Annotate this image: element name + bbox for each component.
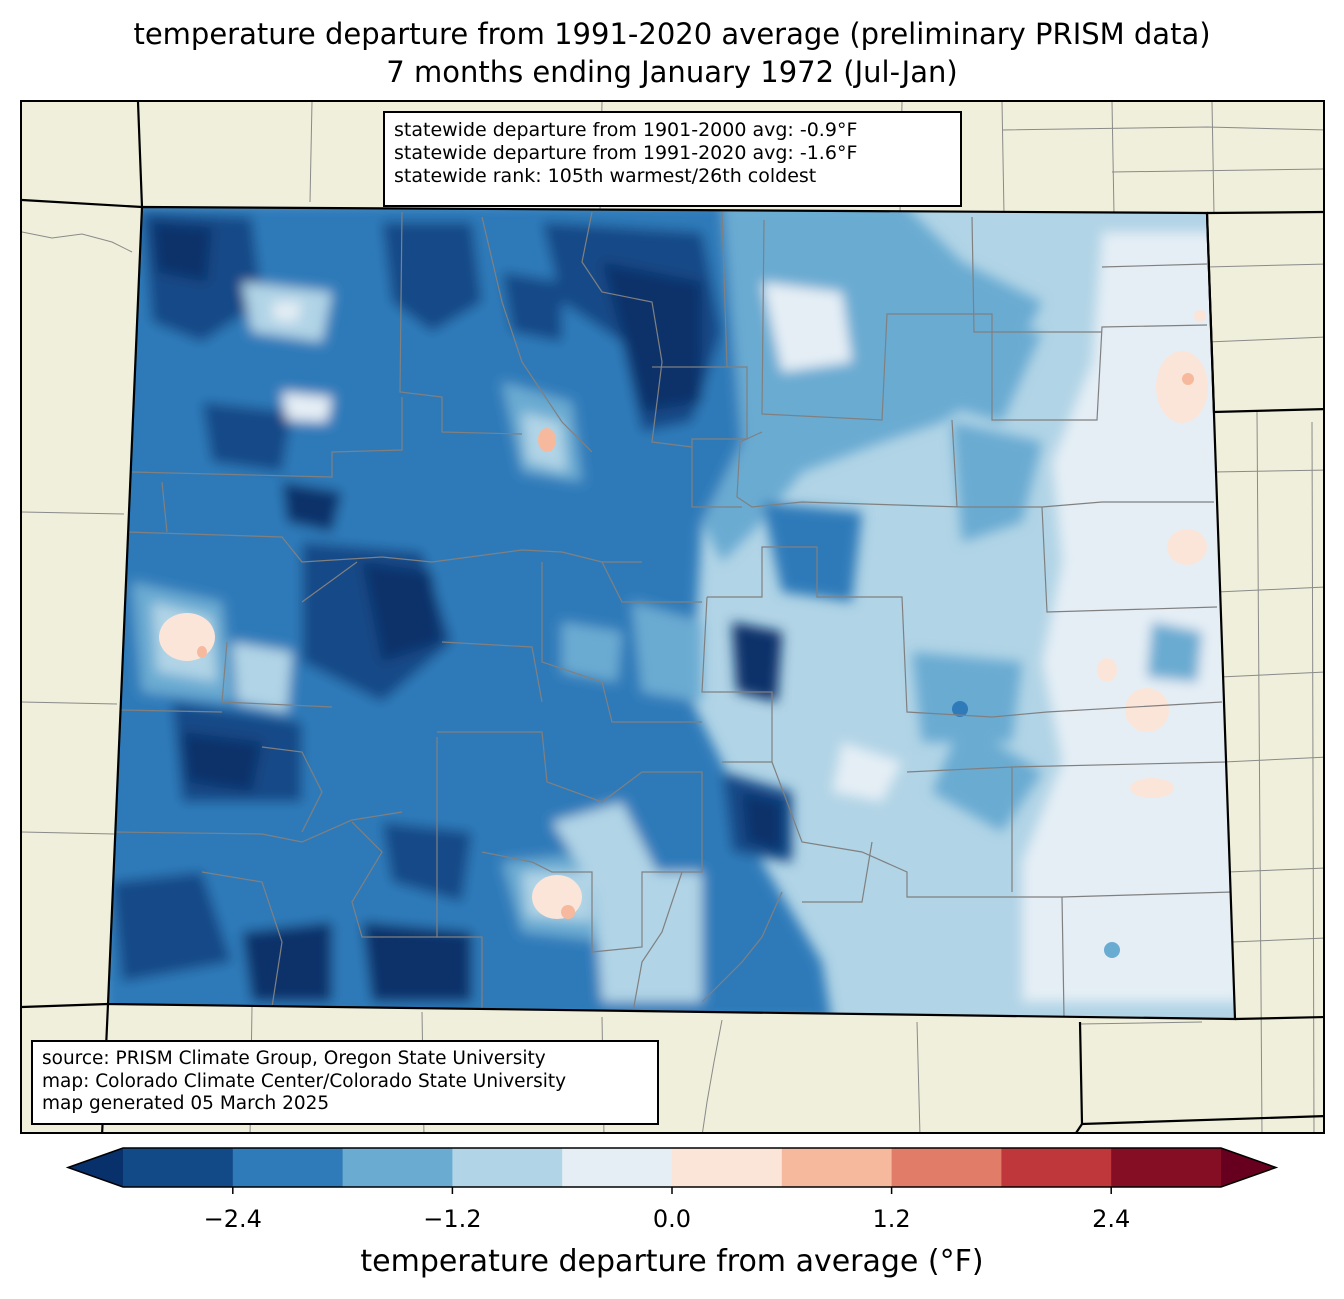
temperature-departure-field bbox=[108, 207, 1235, 1019]
colorbar-outline bbox=[65, 1147, 1279, 1188]
colorbar-bin bbox=[672, 1148, 783, 1187]
generated-date-line: map generated 05 March 2025 bbox=[42, 1093, 330, 1114]
map-title-line-2: 7 months ending January 1972 (Jul-Jan) bbox=[386, 55, 958, 89]
statewide-stats-box: statewide departure from 1901-2000 avg: … bbox=[383, 111, 962, 207]
warm-anomaly-spots bbox=[159, 310, 1208, 958]
county-lines bbox=[113, 211, 1233, 1018]
colorbar-bin bbox=[781, 1148, 893, 1187]
colorbar-bin bbox=[342, 1148, 453, 1187]
colorado-temperature-map bbox=[22, 102, 1323, 1132]
colorbar-bin bbox=[562, 1148, 673, 1187]
colorbar-bin bbox=[123, 1148, 234, 1187]
colorbar-bin bbox=[452, 1148, 563, 1187]
colorbar-tick-label: 2.4 bbox=[1092, 1205, 1131, 1233]
colorbar-bin bbox=[232, 1148, 344, 1187]
colorbar-bin bbox=[1001, 1148, 1112, 1187]
map-panel bbox=[20, 100, 1325, 1134]
colorbar-tick-label: −1.2 bbox=[423, 1205, 482, 1233]
colorbar-label: temperature departure from average (°F) bbox=[360, 1244, 984, 1279]
stats-line-1900-avg: statewide departure from 1901-2000 avg: … bbox=[394, 119, 858, 141]
stats-line-1991-avg: statewide departure from 1991-2020 avg: … bbox=[394, 142, 858, 164]
source-line: source: PRISM Climate Group, Oregon Stat… bbox=[42, 1048, 546, 1069]
colorbar-under-arrow bbox=[68, 1148, 123, 1187]
colorbar-tick-label: −2.4 bbox=[203, 1205, 262, 1233]
stats-line-rank: statewide rank: 105th warmest/26th colde… bbox=[394, 165, 817, 187]
colorbar-tick-label: 0.0 bbox=[652, 1205, 692, 1233]
colorbar-bin bbox=[891, 1148, 1002, 1187]
colorbar-over-arrow bbox=[1221, 1148, 1276, 1187]
colorbar-tick-label: 1.2 bbox=[872, 1205, 911, 1233]
colorbar-bin bbox=[1111, 1148, 1222, 1187]
source-credits-box: source: PRISM Climate Group, Oregon Stat… bbox=[31, 1040, 659, 1125]
colorbar bbox=[65, 1147, 1279, 1194]
map-credit-line: map: Colorado Climate Center/Colorado St… bbox=[42, 1070, 567, 1092]
map-title-line-1: temperature departure from 1991-2020 ave… bbox=[133, 17, 1211, 51]
